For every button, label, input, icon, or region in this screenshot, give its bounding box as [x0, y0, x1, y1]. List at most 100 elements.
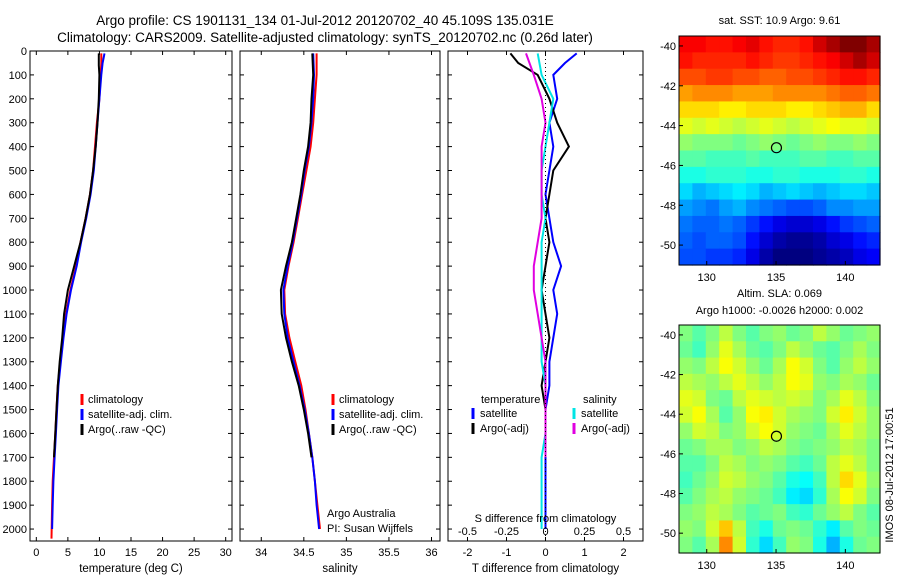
- heatmap-cell: [705, 406, 720, 424]
- timestamp-text: IMOS 08-Jul-2012 17:00:51: [884, 407, 896, 543]
- heatmap-cell: [866, 215, 881, 233]
- heatmap-cell: [826, 101, 841, 119]
- heatmap-cell: [786, 504, 801, 522]
- heatmap-cell: [679, 52, 693, 70]
- heatmap-cell: [746, 504, 760, 522]
- heatmap-cell: [826, 373, 841, 391]
- heatmap-cell: [853, 134, 868, 152]
- heatmap-cell: [839, 117, 854, 135]
- heatmap-cell: [839, 520, 854, 538]
- timestamp-stamp: IMOS 08-Jul-2012 17:00:51: [880, 380, 900, 570]
- heatmap-cell: [732, 325, 747, 342]
- heatmap-cell: [813, 341, 827, 359]
- heatmap-cell: [746, 406, 760, 424]
- heatmap-cell: [826, 455, 841, 473]
- series-line: [50, 53, 103, 539]
- heatmap-cell: [799, 68, 814, 86]
- heatmap-cell: [813, 215, 827, 233]
- map-layer: -40 -42 -44 -46 -48 -50 130 135 140 sat. SST: 10.…: [660, 15, 881, 572]
- heatmap-cell: [813, 439, 827, 456]
- heatmap-cell: [705, 232, 720, 250]
- x-tick-label: 2: [620, 547, 626, 559]
- heatmap-cell: [853, 406, 868, 424]
- legend-label: satellite-adj. clim.: [339, 409, 423, 421]
- heatmap-cell: [719, 373, 734, 391]
- heatmap-cell: [772, 455, 787, 473]
- heatmap-cell: [813, 357, 827, 375]
- heatmap-cell: [826, 471, 841, 489]
- heatmap-cell: [679, 232, 693, 250]
- heatmap-cell: [759, 455, 774, 473]
- heatmap-cell: [866, 199, 881, 217]
- heatmap-cell: [813, 325, 827, 342]
- x-tick-label: -2: [463, 547, 473, 559]
- heatmap-cell: [786, 536, 801, 554]
- heatmap-cell: [839, 183, 854, 201]
- heatmap-cell: [746, 199, 760, 217]
- map-panel-sst-map: -40 -42 -44 -46 -48 -50 130 135 140 sat. SST: 10.…: [660, 15, 881, 284]
- heatmap-cell: [692, 455, 707, 473]
- heatmap-cell: [813, 536, 827, 554]
- map-frame: [678, 324, 881, 554]
- profile-panel-salinity: 34 34.5 35 35.5 36 salinity climatology satelli…: [239, 50, 441, 575]
- map-panel-sla-map: -40 -42 -44 -46 -48 -50 130 135 140 Altim. SLA: 0…: [660, 288, 881, 572]
- profile-panel-temperature: 0100200300400500600700800900100011001200…: [3, 46, 233, 575]
- heatmap-cell: [679, 325, 693, 342]
- heatmap-cell: [866, 150, 881, 168]
- heatmap-cell: [826, 150, 841, 168]
- heatmap-cell: [719, 215, 734, 233]
- map-frame: [678, 35, 881, 266]
- heatmap-cell: [813, 117, 827, 135]
- heatmap-cell: [705, 439, 720, 456]
- heatmap-cell: [866, 504, 881, 522]
- heatmap-cell: [839, 199, 854, 217]
- heatmap-cell: [853, 471, 868, 489]
- heatmap-cell: [679, 85, 693, 103]
- y-tick-label: 1100: [3, 309, 27, 321]
- heatmap-cell: [746, 215, 760, 233]
- heatmap-cell: [799, 406, 814, 424]
- heatmap-cell: [705, 101, 720, 119]
- heatmap-cell: [853, 248, 868, 266]
- heatmap-cell: [759, 101, 774, 119]
- y-tick-label: 1900: [3, 500, 27, 512]
- heatmap-cell: [853, 101, 868, 119]
- heatmap-cell: [772, 325, 787, 342]
- heatmap-cell: [732, 68, 747, 86]
- series-line: [53, 53, 101, 458]
- heatmap-cell: [772, 341, 787, 359]
- heatmap-cell: [839, 455, 854, 473]
- heatmap-cell: [786, 36, 801, 53]
- legend-label: Argo(-adj): [480, 423, 529, 435]
- heatmap-cell: [705, 325, 720, 342]
- heatmap-cell: [786, 215, 801, 233]
- heatmap-cell: [692, 504, 707, 522]
- heatmap-cell: [679, 390, 693, 408]
- legend-title-salinity: salinity: [583, 394, 617, 406]
- heatmap-cell: [853, 325, 868, 342]
- heatmap-cell: [772, 134, 787, 152]
- heatmap-cell: [866, 520, 881, 538]
- legend-label: satellite: [581, 408, 618, 420]
- heatmap-cell: [786, 85, 801, 103]
- y-tick-label: 600: [9, 189, 27, 201]
- x-tick-label: 130: [698, 272, 716, 284]
- heatmap-cell: [746, 101, 760, 119]
- heatmap-cell: [839, 52, 854, 70]
- heatmap-cell: [705, 85, 720, 103]
- s-tick-label: -0.5: [458, 526, 477, 538]
- heatmap-cell: [799, 36, 814, 53]
- heatmap-cell: [719, 150, 734, 168]
- heatmap-cell: [746, 487, 760, 505]
- heatmap-cell: [692, 68, 707, 86]
- heatmap-cell: [679, 183, 693, 201]
- heatmap-cell: [732, 357, 747, 375]
- heatmap-cell: [732, 504, 747, 522]
- series-line: [544, 52, 578, 529]
- heatmap-cell: [839, 166, 854, 184]
- heatmap-cell: [813, 232, 827, 250]
- heatmap-cell: [853, 373, 868, 391]
- heatmap-cell: [799, 487, 814, 505]
- y-tick-label: 1800: [3, 476, 27, 488]
- heatmap-cell: [719, 101, 734, 119]
